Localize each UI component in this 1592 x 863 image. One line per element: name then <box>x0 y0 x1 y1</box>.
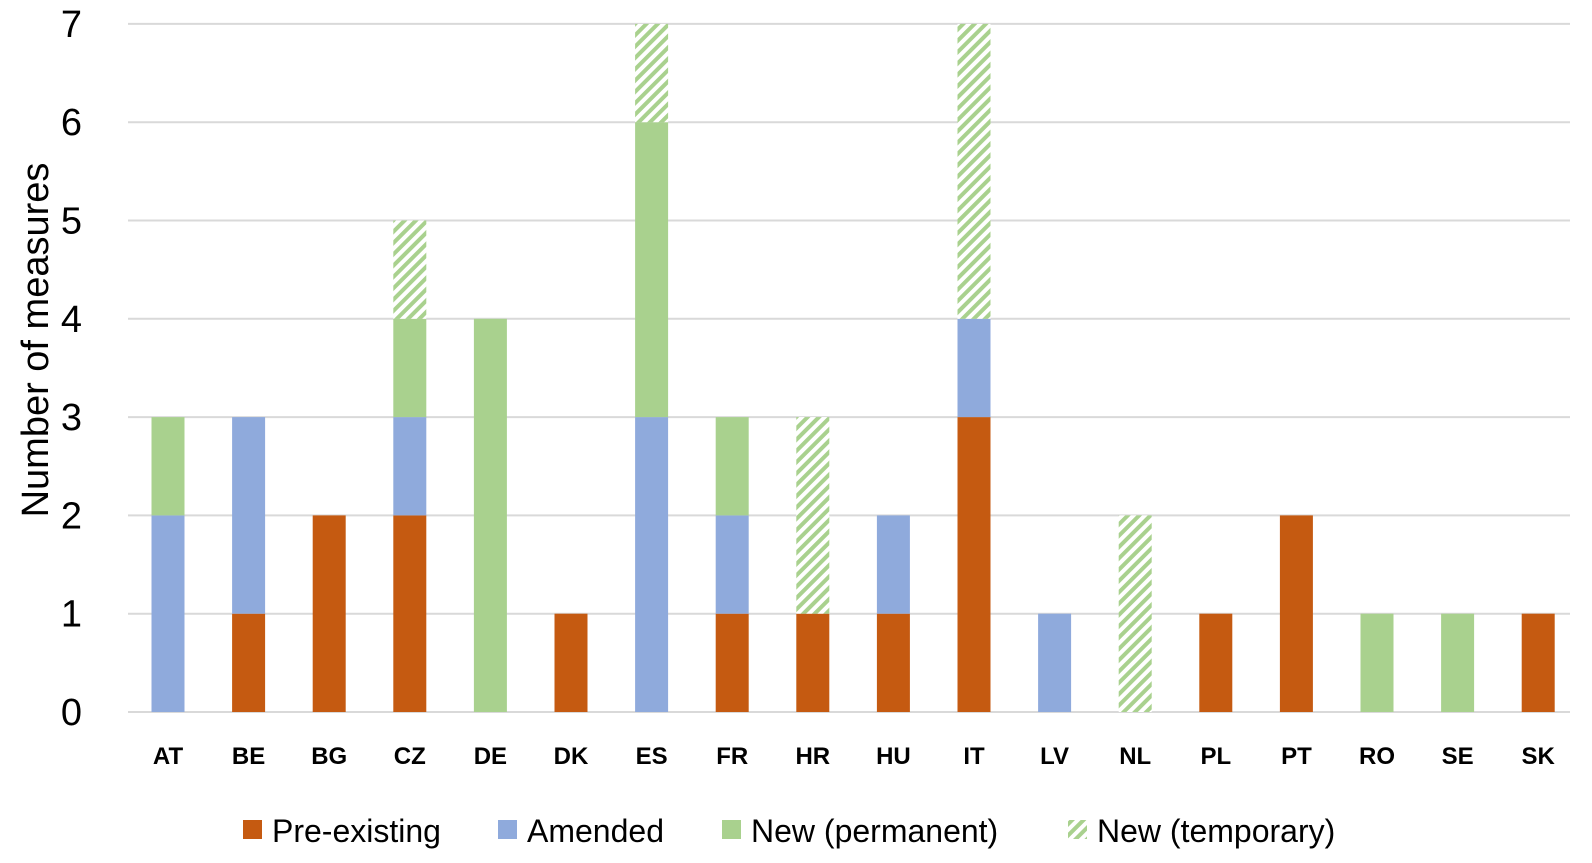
x-tick-label: HR <box>795 743 830 770</box>
bar-segment-pre-existing <box>554 613 588 712</box>
y-tick-label: 7 <box>61 4 82 46</box>
y-tick-label: 6 <box>61 102 82 144</box>
bar-segment-pre-existing <box>232 613 266 712</box>
bar-segment-pre-existing <box>1279 515 1313 712</box>
x-tick-label: DE <box>474 743 507 770</box>
legend-label: Amended <box>527 813 664 849</box>
bar-segment-new-temporary <box>796 417 830 614</box>
legend-label: New (permanent) <box>751 813 998 849</box>
y-axis-label: Number of measures <box>15 163 57 518</box>
legend-swatch <box>243 820 262 839</box>
x-axis-ticks: AT BE BG CZ DE DK ES FR HR HU IT LV NL PL PT RO SE SK <box>153 743 1556 770</box>
bar-segment-pre-existing <box>796 613 830 712</box>
bar-segment-pre-existing <box>312 515 346 712</box>
y-tick-label: 3 <box>61 397 82 439</box>
y-tick-label: 0 <box>61 692 82 734</box>
bar-segment-pre-existing <box>876 613 910 712</box>
bar-segment-new-temporary <box>635 23 669 123</box>
x-tick-label: DK <box>554 743 589 770</box>
bars <box>151 23 1555 712</box>
bar-segment-amended <box>635 417 669 712</box>
bar-segment-amended <box>1038 613 1072 712</box>
x-tick-label: PL <box>1200 743 1231 770</box>
x-tick-label: IT <box>963 743 985 770</box>
x-tick-label: FR <box>716 743 748 770</box>
x-tick-label: RO <box>1359 743 1395 770</box>
x-tick-label: SE <box>1442 743 1474 770</box>
bar-segment-new-permanent <box>715 417 749 516</box>
y-tick-label: 2 <box>61 495 82 537</box>
bar-segment-pre-existing <box>957 417 991 712</box>
bar-segment-amended <box>715 515 749 614</box>
bar-segment-pre-existing <box>1199 613 1233 712</box>
legend-label: Pre-existing <box>272 813 441 849</box>
x-tick-label: BG <box>311 743 347 770</box>
y-tick-label: 1 <box>61 594 82 636</box>
bar-segment-pre-existing <box>1521 613 1555 712</box>
x-tick-label: BE <box>232 743 265 770</box>
bar-segment-new-permanent <box>151 417 185 516</box>
legend-swatch <box>722 820 741 839</box>
legend: Pre-existing Amended New (permanent) New (t… <box>243 813 1335 849</box>
bar-segment-new-temporary <box>957 23 991 319</box>
bar-segment-pre-existing <box>715 613 749 712</box>
legend-label: New (temporary) <box>1097 813 1335 849</box>
bar-segment-new-permanent <box>1441 613 1475 712</box>
bar-segment-new-permanent <box>393 318 427 418</box>
bar-segment-new-temporary <box>393 220 427 319</box>
x-tick-label: PT <box>1281 743 1312 770</box>
y-axis-ticks: 0 1 2 3 4 5 6 7 <box>61 4 82 734</box>
bar-segment-amended <box>232 417 266 614</box>
bar-segment-amended <box>876 515 910 614</box>
bar-segment-new-permanent <box>473 318 507 712</box>
x-tick-label: HU <box>876 743 911 770</box>
bar-segment-pre-existing <box>393 515 427 712</box>
legend-swatch <box>1068 820 1087 839</box>
bar-segment-amended <box>957 318 991 418</box>
x-tick-label: AT <box>153 743 184 770</box>
x-tick-label: SK <box>1522 743 1556 770</box>
grid-lines <box>128 22 1570 713</box>
x-tick-label: ES <box>636 743 668 770</box>
y-tick-label: 5 <box>61 201 82 243</box>
bar-segment-amended <box>393 417 427 516</box>
x-tick-label: CZ <box>394 743 426 770</box>
y-tick-label: 4 <box>61 299 82 341</box>
x-tick-label: LV <box>1040 743 1069 770</box>
bar-segment-new-permanent <box>635 122 669 418</box>
bar-segment-new-permanent <box>1360 613 1394 712</box>
bar-segment-new-temporary <box>1118 515 1152 712</box>
legend-swatch <box>498 820 517 839</box>
bar-segment-amended <box>151 515 185 712</box>
x-tick-label: NL <box>1119 743 1151 770</box>
